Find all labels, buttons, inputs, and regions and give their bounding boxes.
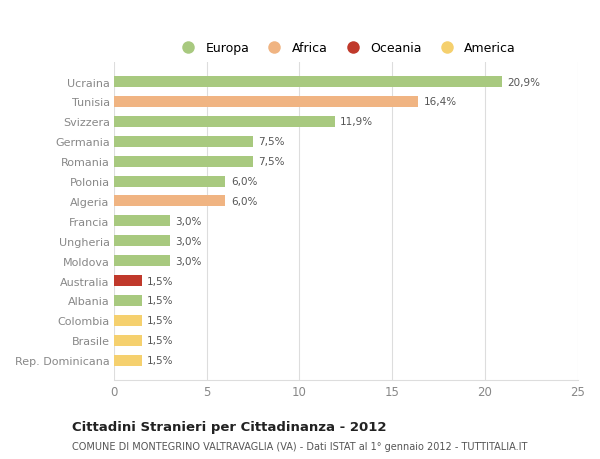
Bar [114,315,142,326]
Text: 3,0%: 3,0% [175,236,202,246]
Text: 3,0%: 3,0% [175,216,202,226]
Bar [114,77,502,88]
Bar [114,216,170,227]
Text: 7,5%: 7,5% [259,137,285,147]
Bar [114,176,225,187]
Text: 3,0%: 3,0% [175,256,202,266]
Text: 11,9%: 11,9% [340,117,373,127]
Text: 1,5%: 1,5% [147,316,174,326]
Bar [114,117,335,128]
Bar [114,97,418,108]
Bar [114,295,142,306]
Text: 1,5%: 1,5% [147,336,174,346]
Text: 6,0%: 6,0% [231,177,257,187]
Text: 20,9%: 20,9% [507,78,540,87]
Text: 16,4%: 16,4% [424,97,457,107]
Text: 7,5%: 7,5% [259,157,285,167]
Text: 1,5%: 1,5% [147,296,174,306]
Bar [114,196,225,207]
Text: COMUNE DI MONTEGRINO VALTRAVAGLIA (VA) - Dati ISTAT al 1° gennaio 2012 - TUTTITA: COMUNE DI MONTEGRINO VALTRAVAGLIA (VA) -… [72,441,527,451]
Bar [114,355,142,366]
Bar [114,157,253,167]
Bar [114,136,253,147]
Text: 1,5%: 1,5% [147,276,174,286]
Bar [114,256,170,267]
Bar [114,236,170,246]
Bar [114,335,142,346]
Legend: Europa, Africa, Oceania, America: Europa, Africa, Oceania, America [170,37,521,60]
Text: Cittadini Stranieri per Cittadinanza - 2012: Cittadini Stranieri per Cittadinanza - 2… [72,420,386,433]
Text: 6,0%: 6,0% [231,196,257,207]
Text: 1,5%: 1,5% [147,355,174,365]
Bar [114,275,142,286]
